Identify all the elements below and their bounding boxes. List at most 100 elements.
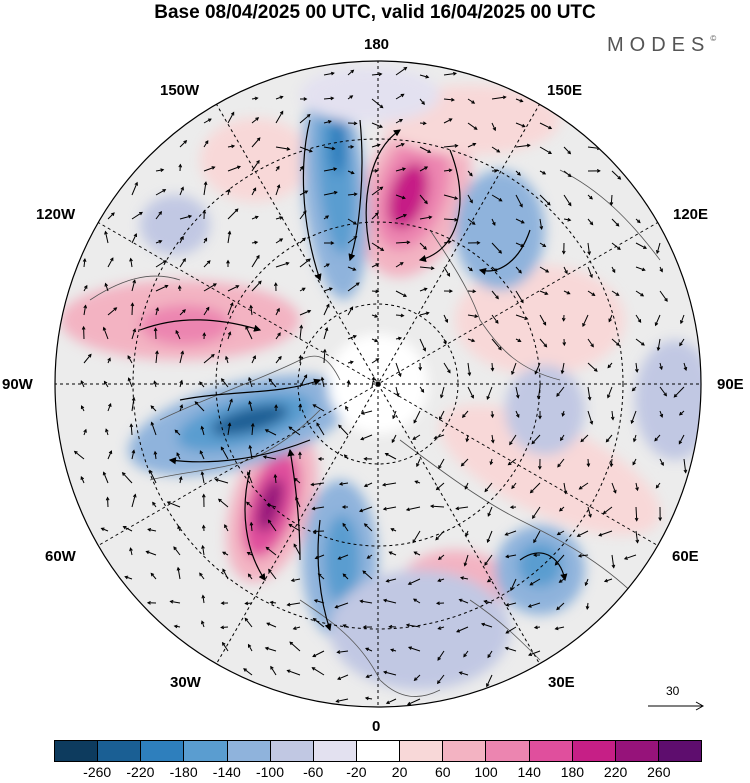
wind-vector: [179, 186, 184, 196]
wind-vector: [299, 113, 311, 124]
wind-vector: [491, 290, 499, 300]
wind-vector: [395, 240, 411, 245]
wind-vector: [155, 210, 163, 220]
wind-vector: [371, 169, 379, 173]
wind-vector: [515, 314, 529, 320]
colorbar-tick-label: 20: [391, 764, 408, 780]
wind-vector: [395, 167, 407, 172]
wind-vector: [298, 403, 303, 412]
wind-vector: [631, 386, 637, 392]
wind-vector: [275, 184, 281, 196]
longitude-label-120w: 120W: [36, 206, 76, 223]
wind-vector: [392, 410, 397, 420]
wind-vector: [347, 334, 357, 340]
wind-vector: [505, 626, 517, 634]
wind-vector: [347, 121, 358, 126]
wind-vector: [388, 624, 397, 629]
wind-vector: [364, 696, 373, 701]
wind-vector: [249, 521, 254, 532]
wind-vector: [673, 386, 685, 398]
wind-vector: [288, 523, 301, 532]
wind-vector: [534, 362, 541, 375]
wind-vector: [443, 194, 459, 200]
anomaly-positive: [140, 305, 230, 345]
wind-vector: [515, 170, 521, 176]
wind-vector: [559, 506, 565, 512]
wind-vector: [274, 404, 278, 412]
colorbar-tick-label: 140: [517, 764, 541, 780]
longitude-label-30w: 30W: [170, 674, 201, 691]
brand-text: MODES: [607, 34, 711, 56]
wind-vector: [607, 362, 613, 369]
wind-vector: [610, 410, 615, 421]
wind-vector: [179, 404, 184, 412]
wind-vector: [563, 266, 568, 275]
wind-vector: [129, 423, 134, 436]
wind-vector: [103, 380, 109, 388]
wind-vector: [227, 208, 239, 220]
colorbar-tick-label: 60: [435, 764, 451, 780]
wind-vector: [467, 314, 479, 319]
wind-vector: [147, 528, 157, 532]
wind-vector: [175, 329, 181, 340]
wind-vector: [458, 598, 469, 604]
wind-vector: [153, 327, 158, 340]
flow-arrow: [302, 119, 322, 282]
wind-vector: [659, 458, 664, 466]
wind-vector: [347, 69, 355, 76]
wind-vector: [275, 307, 280, 316]
wind-vector: [467, 240, 481, 245]
wind-vector: [533, 530, 541, 544]
wind-vector: [199, 381, 205, 388]
wind-vector: [347, 282, 360, 292]
wind-vector: [414, 480, 421, 484]
wind-vector: [83, 428, 87, 436]
wind-vector: [484, 554, 493, 566]
wind-vector: [395, 93, 405, 100]
coastline: [429, 229, 561, 381]
wind-vector: [244, 617, 253, 628]
wind-vector: [464, 482, 469, 490]
wind-vector: [155, 284, 169, 292]
wind-vector: [371, 143, 381, 148]
wind-vector: [659, 386, 667, 397]
wind-vector: [299, 165, 304, 172]
wind-vector: [509, 505, 517, 510]
wind-vector: [560, 362, 565, 375]
wind-vector: [176, 452, 181, 460]
wind-vector: [484, 482, 493, 493]
wind-vector: [556, 530, 565, 536]
wind-vector: [443, 289, 453, 293]
wind-vector: [179, 257, 186, 268]
wind-vector: [433, 434, 445, 440]
wind-vector: [275, 95, 284, 100]
wind-vector: [491, 218, 496, 226]
wind-vector: [419, 146, 432, 153]
wind-vector: [419, 121, 427, 126]
wind-vector: [251, 355, 256, 364]
wind-vector: [609, 194, 614, 207]
wind-vector: [347, 95, 354, 100]
wind-vector: [443, 71, 457, 76]
wind-vector: [149, 469, 157, 484]
anomaly-negative: [635, 340, 701, 460]
colorbar-segment: [226, 741, 270, 761]
wind-vector: [371, 72, 383, 77]
wind-vector: [556, 602, 565, 611]
wind-vector: [463, 554, 469, 567]
wind-vector: [177, 284, 182, 292]
wind-vector: [347, 170, 355, 175]
wind-vector: [563, 194, 572, 207]
wind-vector: [105, 428, 109, 436]
wind-vector: [127, 377, 133, 388]
wind-vector: [563, 146, 572, 155]
wind-vector: [275, 261, 290, 268]
wind-vector: [635, 482, 639, 492]
colorbar-tick-label: -180: [169, 764, 198, 780]
wind-vector: [437, 626, 445, 630]
wind-vector: [131, 449, 136, 460]
wind-vector: [623, 554, 637, 560]
colorbar-segment: [183, 741, 227, 761]
colorbar: [54, 740, 702, 762]
wind-vector: [312, 404, 325, 412]
